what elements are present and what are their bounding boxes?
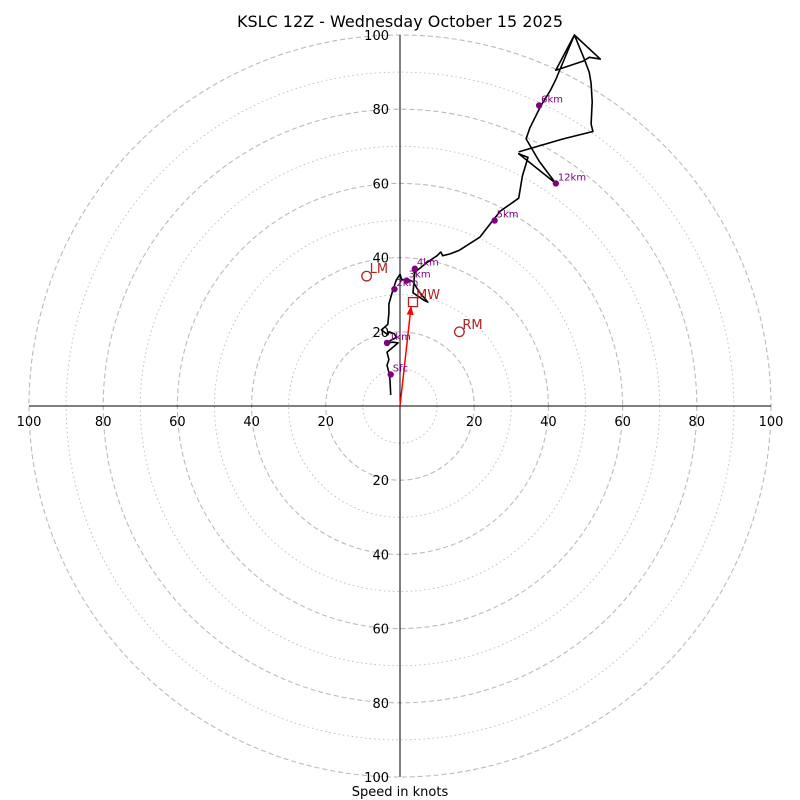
height-marker-label: 5km (497, 210, 519, 221)
height-marker-dot (391, 285, 398, 293)
shear-vector-line (399, 305, 412, 407)
wind-trace-line (380, 34, 602, 395)
y-tick-label-bottom: 60 (372, 623, 389, 638)
y-tick-label-top: 40 (372, 252, 389, 267)
height-marker-label: 6km (541, 94, 563, 105)
wind-trace (380, 34, 602, 395)
height-marker-dot (491, 217, 498, 224)
y-tick-label-bottom: 100 (364, 771, 389, 786)
height-marker-label: 3km (409, 270, 431, 281)
storm-motion-label: RM (462, 318, 482, 333)
height-marker-label: 12km (558, 172, 586, 183)
height-marker-dot (552, 180, 560, 187)
shear-vector (399, 305, 414, 407)
y-tick-label-bottom: 80 (372, 697, 389, 712)
x-tick-label-right: 60 (614, 415, 631, 430)
height-marker-dot (535, 102, 543, 109)
x-tick-label-right: 40 (540, 415, 557, 430)
y-tick-label-top: 80 (372, 103, 389, 118)
chart-title: KSLC 12Z - Wednesday October 15 2025 (237, 12, 563, 31)
x-tick-label-left: 40 (243, 415, 260, 430)
x-tick-label-left: 100 (17, 415, 42, 430)
height-marker-label: 1km (389, 332, 411, 343)
height-marker-dot (387, 371, 394, 378)
x-tick-label-left: 80 (95, 415, 112, 430)
storm-motion-label: MW (416, 288, 440, 303)
x-tick-label-left: 20 (318, 415, 335, 430)
x-tick-label-right: 100 (759, 415, 784, 430)
shear-vector-arrowhead (406, 305, 414, 316)
y-tick-label-top: 100 (364, 29, 389, 44)
storm-motion-marker (453, 326, 465, 338)
y-tick-label-top: 60 (372, 177, 389, 192)
height-markers: Sfc1km2km3km4km5km6km12km (383, 94, 586, 378)
storm-motions: LM RM MW (361, 262, 483, 338)
height-marker-label: 4km (417, 258, 439, 269)
x-tick-label-right: 20 (466, 415, 483, 430)
height-marker-dot (383, 339, 391, 347)
y-tick-label-top: 20 (372, 326, 389, 341)
x-tick-label-left: 60 (169, 415, 186, 430)
y-tick-label-bottom: 40 (372, 548, 389, 563)
y-tick-label-bottom: 20 (372, 474, 389, 489)
storm-motion-label: LM (370, 262, 388, 277)
storm-motion-marker (361, 270, 373, 282)
height-marker-dot (403, 277, 410, 284)
x-axis-label: Speed in knots (352, 785, 449, 800)
tick-labels: 20 20 20 20 40 40 40 40 60 60 60 60 80 80 80 80 100 100 10… (17, 29, 784, 786)
storm-motion-marker (407, 296, 419, 308)
x-tick-label-right: 80 (689, 415, 706, 430)
height-marker-dot (411, 265, 419, 272)
height-marker-label: Sfc (393, 363, 408, 374)
